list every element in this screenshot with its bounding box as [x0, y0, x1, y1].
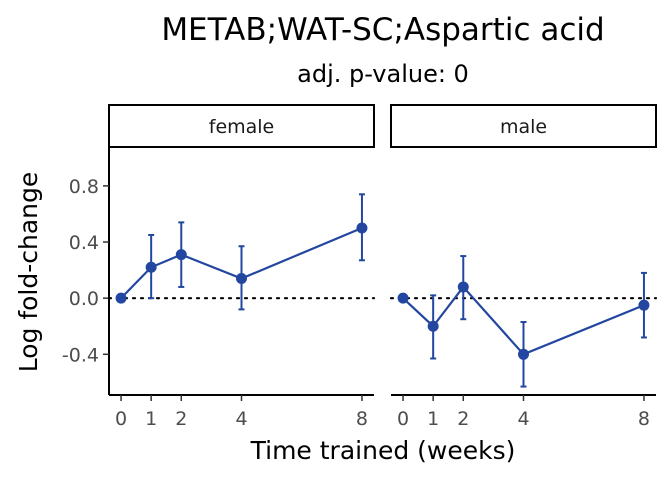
strip-box — [390, 104, 657, 148]
data-point — [356, 222, 368, 234]
data-point — [397, 292, 409, 304]
x-tick-label: 8 — [638, 408, 650, 430]
y-tick-label: 0.4 — [69, 232, 99, 254]
strip-label: male — [500, 116, 547, 138]
data-point — [115, 292, 127, 304]
y-axis-title: Log fold-change — [14, 172, 43, 373]
data-point — [518, 348, 529, 360]
chart-title: METAB;WAT-SC;Aspartic acid — [161, 12, 604, 48]
panel-female: female -0.4 0.0 0.4 0.8 0 1 2 4 8 — [62, 104, 376, 430]
x-tick-label: 2 — [175, 408, 187, 430]
x-tick-label: 1 — [427, 408, 439, 430]
x-tick-label: 1 — [145, 408, 157, 430]
x-tick-label: 4 — [517, 408, 529, 430]
strip-box — [108, 104, 375, 148]
x-tick-label: 0 — [397, 408, 409, 430]
panel-male: male 0 1 2 4 8 — [389, 104, 658, 430]
data-point — [427, 320, 439, 332]
data-point — [457, 281, 469, 293]
chart-subtitle: adj. p-value: 0 — [297, 60, 469, 88]
data-point — [236, 273, 247, 285]
y-tick-label: 0.8 — [69, 176, 99, 198]
y-tick-label: -0.4 — [62, 344, 99, 366]
data-point — [638, 299, 650, 311]
x-tick-label: 8 — [356, 408, 368, 430]
data-point — [145, 261, 157, 273]
x-tick-label: 0 — [115, 408, 127, 430]
x-axis-title: Time trained (weeks) — [250, 436, 516, 465]
y-tick-label: 0.0 — [69, 288, 99, 310]
strip-label: female — [209, 116, 275, 138]
data-point — [175, 249, 187, 261]
x-tick-label: 4 — [235, 408, 247, 430]
x-tick-label: 2 — [457, 408, 469, 430]
